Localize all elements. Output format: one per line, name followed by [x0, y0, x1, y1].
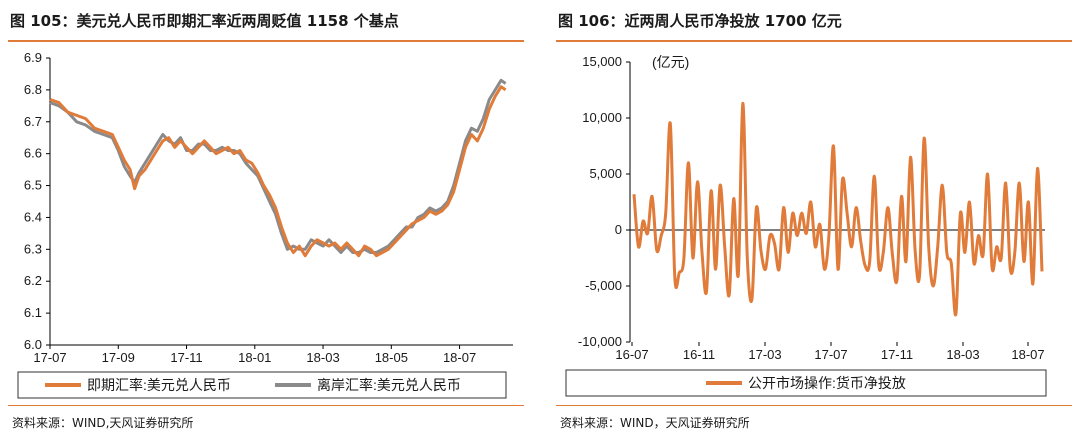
y-tick-label: 6.0	[24, 337, 42, 352]
legend-label: 离岸汇率:美元兑人民币	[317, 377, 461, 393]
series-line-onshore	[49, 85, 507, 258]
y-tick-label: -10,000	[578, 334, 622, 349]
left-title-rule	[8, 40, 524, 42]
y-tick-label: 0	[615, 222, 622, 237]
legend-box	[17, 371, 507, 399]
x-tick-label: 16-11	[683, 347, 715, 362]
x-tick-label: 17-11	[881, 347, 913, 362]
x-tick-label: 17-11	[170, 350, 202, 365]
y-tick-label: 6.5	[24, 178, 42, 193]
y-tick-label: 6.7	[24, 114, 42, 129]
legend-label: 即期汇率:美元兑人民币	[87, 377, 231, 393]
y-tick-label: 6.4	[24, 209, 42, 224]
series-line-offshore	[49, 78, 507, 254]
legend-box	[565, 369, 1047, 397]
x-tick-label: 18-07	[443, 350, 476, 365]
x-tick-label: 17-03	[748, 347, 781, 362]
right-panel: 图 106：近两周人民币净投放 1700 亿元 -10,000 -5,000 0 5,…	[548, 0, 1080, 433]
y-tick-label: 15,000	[582, 54, 622, 69]
legend-label: 公开市场操作:货币净投放	[748, 375, 906, 391]
y-tick-label: 6.3	[24, 241, 42, 256]
y-tick-label: -5,000	[585, 278, 622, 293]
x-tick-label: 18-03	[306, 350, 339, 365]
x-tick-label: 17-09	[102, 350, 135, 365]
right-title-rule	[556, 40, 1072, 42]
y-tick-label: 6.8	[24, 82, 42, 97]
left-line-chart: 6.0 6.1 6.2 6.3 6.4 6.5 6.6 6.7 6.8 6.9 17-07 17-09…	[17, 50, 513, 399]
x-tick-label: 18-03	[946, 347, 979, 362]
unit-label: (亿元)	[652, 54, 689, 70]
left-source-note: 资料来源：WIND,天风证券研究所	[12, 416, 194, 430]
right-source-note: 资料来源：WIND，天风证券研究所	[560, 416, 750, 430]
x-tick-label: 18-05	[375, 350, 408, 365]
right-line-chart: -10,000 -5,000 0 5,000 10,000 15,000 (亿元) 16-07…	[565, 54, 1047, 397]
left-panel: 图 105：美元兑人民币即期汇率近两周贬值 1158 个基点 6.0 6.1 6.2…	[8, 12, 524, 430]
y-tick-label: 6.6	[24, 146, 42, 161]
left-source-rule	[8, 405, 524, 406]
y-tick-label: 6.2	[24, 273, 42, 288]
x-tick-label: 17-07	[814, 347, 847, 362]
x-tick-label: 18-07	[1011, 347, 1044, 362]
y-tick-label: 6.9	[24, 50, 42, 65]
right-source-rule	[556, 405, 1072, 406]
left-chart-title: 图 105：美元兑人民币即期汇率近两周贬值 1158 个基点	[10, 12, 399, 30]
series-line-net-injection	[632, 101, 1044, 317]
x-tick-label: 16-07	[615, 347, 648, 362]
x-tick-label: 17-07	[33, 350, 66, 365]
y-tick-label: 5,000	[589, 166, 622, 181]
x-tick-label: 18-01	[238, 350, 271, 365]
y-tick-label: 6.1	[24, 305, 42, 320]
y-tick-label: 10,000	[582, 110, 622, 125]
right-chart-title: 图 106：近两周人民币净投放 1700 亿元	[558, 12, 842, 30]
